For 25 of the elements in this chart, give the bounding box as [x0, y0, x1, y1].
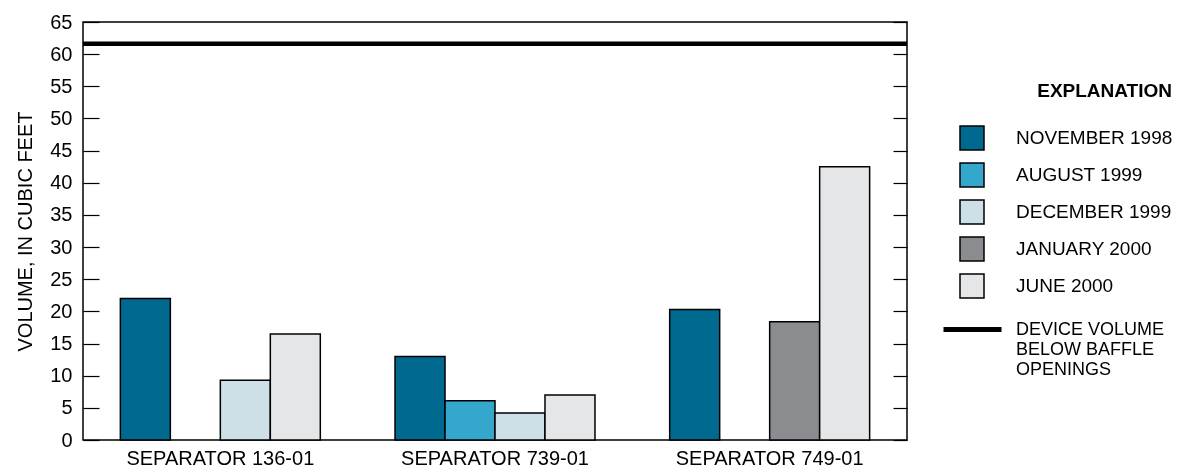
- y-tick-label: 20: [50, 299, 73, 322]
- y-tick-label: 25: [50, 267, 73, 290]
- legend-label: JANUARY 2000: [1016, 238, 1152, 259]
- legend-label: JUNE 2000: [1016, 275, 1114, 296]
- y-tick-label: 60: [50, 42, 73, 65]
- y-axis-title: VOLUME, IN CUBIC FEET: [14, 111, 37, 352]
- legend-label: AUGUST 1999: [1016, 164, 1143, 185]
- y-tick-label: 55: [50, 74, 73, 97]
- x-tick-label: SEPARATOR 136-01: [126, 446, 315, 469]
- y-tick-label: 35: [50, 203, 73, 226]
- legend-label: NOVEMBER 1998: [1016, 127, 1173, 148]
- y-tick-label: 10: [50, 364, 73, 387]
- y-tick-label: 50: [50, 106, 73, 129]
- legend-label: DECEMBER 1999: [1016, 201, 1172, 222]
- y-tick-label: 5: [61, 396, 73, 419]
- y-tick-label: 0: [61, 428, 73, 451]
- legend-title: EXPLANATION: [1037, 80, 1172, 101]
- y-tick-label: 65: [50, 10, 73, 33]
- legend-label: DEVICE VOLUME BELOW BAFFLE OPENINGS: [1016, 318, 1165, 379]
- y-tick-label: 15: [50, 332, 73, 355]
- x-tick-label: SEPARATOR 739-01: [401, 446, 589, 469]
- y-tick-label: 30: [50, 235, 73, 258]
- y-tick-label: 45: [50, 139, 73, 162]
- y-tick-label: 40: [50, 171, 73, 194]
- x-tick-label: SEPARATOR 749-01: [675, 446, 864, 469]
